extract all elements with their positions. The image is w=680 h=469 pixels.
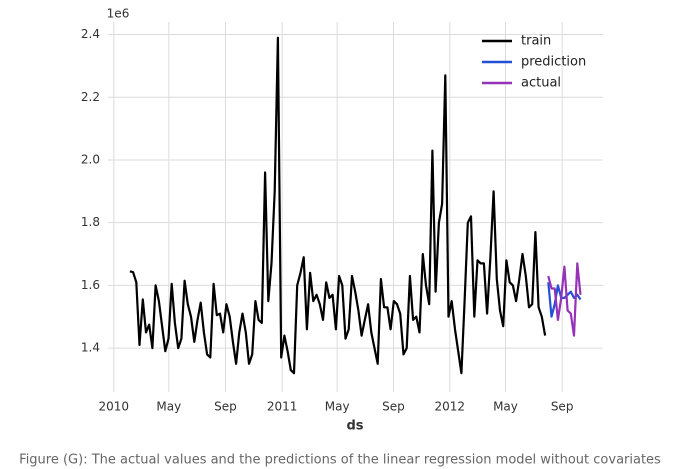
x-tick-label: 2011 [267,400,298,414]
series-line [129,36,547,375]
x-tick-label: May [325,400,350,414]
x-tick-label: May [156,400,181,414]
x-tick-label: Sep [382,400,405,414]
series-line [547,262,582,337]
x-tick-label: Sep [551,400,574,414]
x-tick-label: Sep [214,400,237,414]
y-tick-label: 1.4 [81,341,100,355]
legend-label: actual [521,76,561,91]
x-tick-label: 2010 [99,400,130,414]
x-tick-label: May [493,400,518,414]
y-tick-label: 2.2 [81,90,100,104]
x-axis-label: ds [346,419,363,434]
legend-label: prediction [521,55,586,70]
y-tick-label: 1.6 [81,278,100,292]
caption: Figure (G): The actual values and the pr… [19,453,661,468]
y-offset-label: 1e6 [107,7,130,21]
y-tick-label: 2.4 [81,27,100,41]
legend-label: train [521,34,551,49]
x-tick-label: 2012 [435,400,466,414]
y-tick-label: 2.0 [81,152,100,166]
y-tick-label: 1.8 [81,215,100,229]
